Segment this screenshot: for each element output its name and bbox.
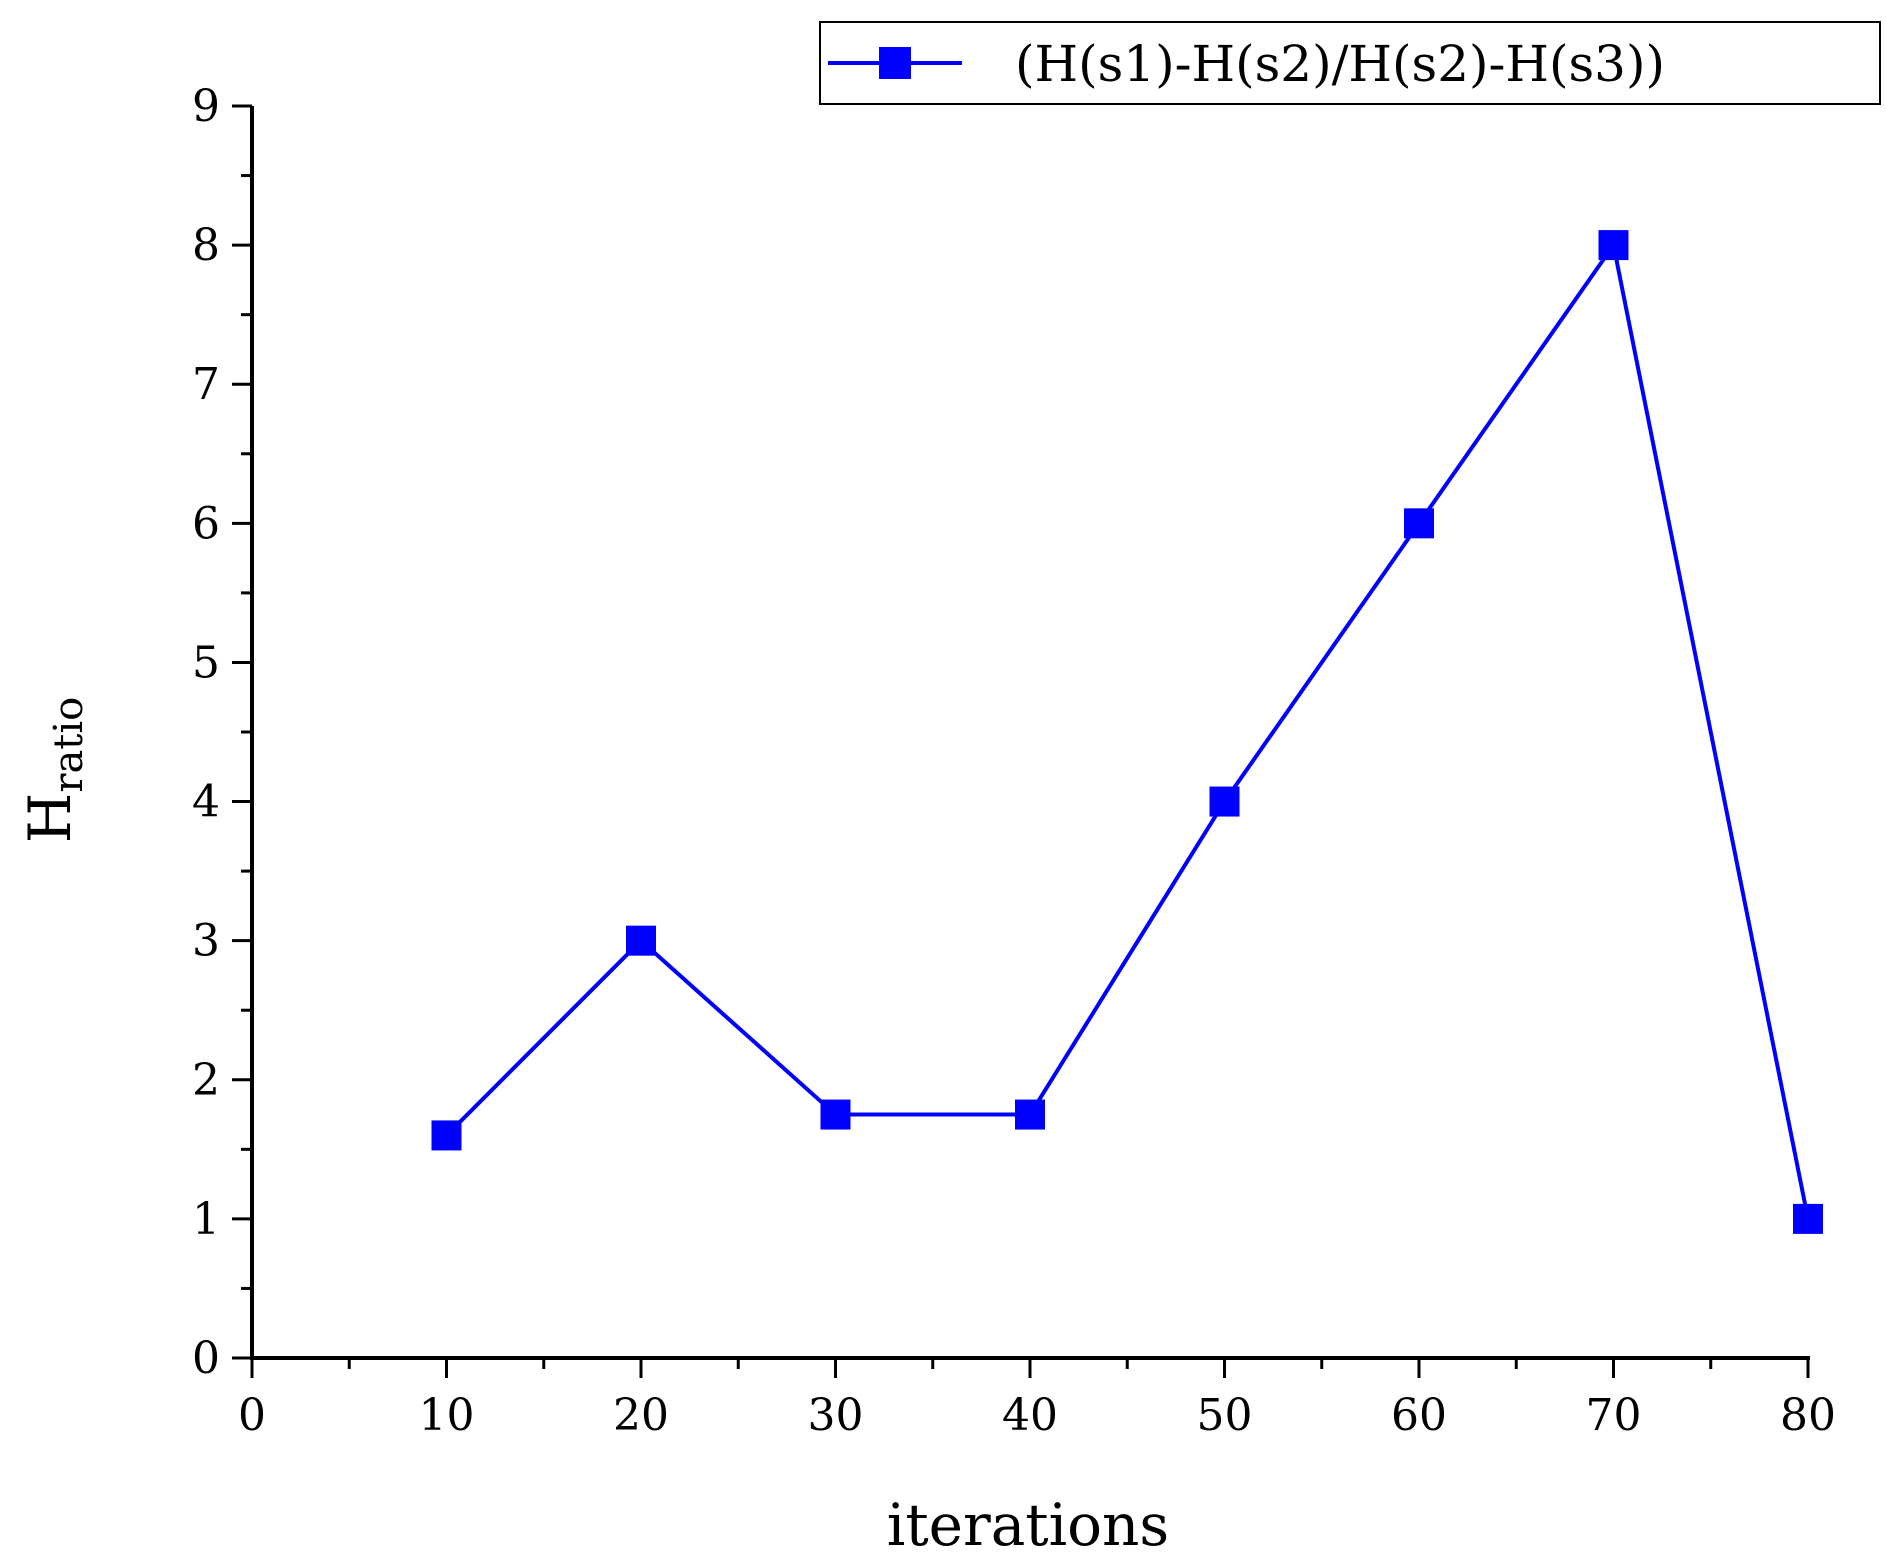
data-point-marker <box>431 1120 462 1151</box>
data-point-marker <box>1793 1203 1823 1234</box>
data-point-marker <box>820 1099 851 1130</box>
y-tick-label: 4 <box>192 777 220 828</box>
x-tick-label: 10 <box>419 1390 475 1441</box>
y-axis-title-main: H <box>16 793 84 844</box>
series-group <box>431 230 1823 1234</box>
legend-box <box>819 21 1881 105</box>
data-point-marker <box>1598 230 1629 261</box>
data-point-marker <box>1209 786 1240 817</box>
x-tick-label: 0 <box>238 1390 266 1441</box>
x-tick-label: 20 <box>613 1390 669 1441</box>
x-tick-label: 60 <box>1391 1390 1447 1441</box>
x-tick-label: 40 <box>1002 1390 1058 1441</box>
legend: (H(s1)-H(s2)/H(s2)-H(s3)) <box>819 21 1881 105</box>
legend-marker <box>879 47 911 79</box>
y-tick-label: 9 <box>192 81 220 132</box>
y-axis-title: Hratio <box>16 697 92 844</box>
y-tick-label: 0 <box>192 1333 220 1384</box>
legend-label: (H(s1)-H(s2)/H(s2)-H(s3)) <box>1015 35 1665 93</box>
data-point-marker <box>1015 1099 1045 1130</box>
x-axis-title: iterations <box>887 1491 1169 1559</box>
y-tick-label: 7 <box>192 359 220 410</box>
y-tick-label: 2 <box>192 1055 220 1106</box>
y-tick-label: 3 <box>192 916 220 967</box>
y-axis-title-subscript: ratio <box>46 697 92 793</box>
y-axis: 0 1 2 3 4 5 6 7 8 9 <box>192 81 254 1384</box>
y-tick-label: 8 <box>192 220 220 271</box>
data-point-marker <box>626 925 656 956</box>
y-tick-label: 6 <box>192 498 220 549</box>
data-point-marker <box>1404 508 1434 539</box>
y-tick-label: 1 <box>192 1194 220 1245</box>
x-tick-label: 80 <box>1780 1390 1836 1441</box>
series-line <box>445 240 1810 1220</box>
x-tick-label: 50 <box>1197 1390 1253 1441</box>
x-tick-label: 70 <box>1586 1390 1642 1441</box>
y-tick-label: 5 <box>192 637 220 688</box>
x-tick-label: 30 <box>808 1390 864 1441</box>
x-axis: 0 10 20 30 40 50 60 70 80 <box>238 1356 1836 1441</box>
